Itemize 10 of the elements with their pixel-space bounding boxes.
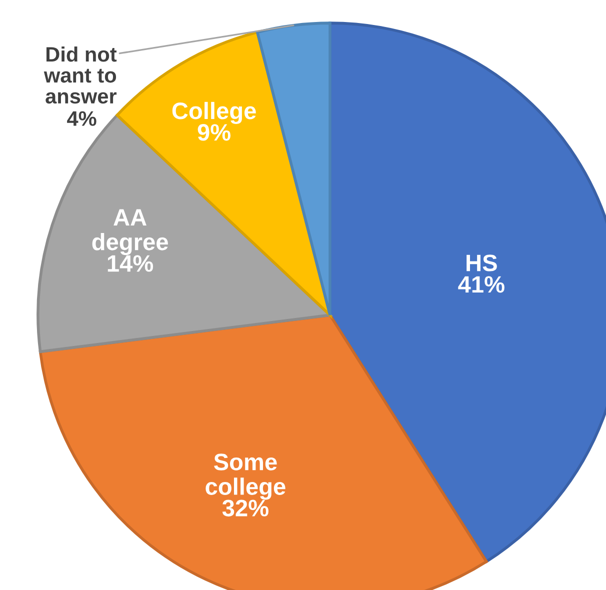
slice-label: HS [466, 254, 497, 272]
slice-label: Some college [206, 454, 286, 500]
slice-label: Did not want to answer [44, 46, 117, 104]
data-label: 9% [198, 124, 230, 141]
slice-label: College [172, 102, 256, 124]
data-label: 14% [108, 255, 154, 272]
data-label: 41% [458, 276, 504, 293]
data-label: 32% [222, 500, 268, 516]
data-label: 4% [67, 111, 96, 126]
slice-label: AA degree [92, 209, 168, 256]
